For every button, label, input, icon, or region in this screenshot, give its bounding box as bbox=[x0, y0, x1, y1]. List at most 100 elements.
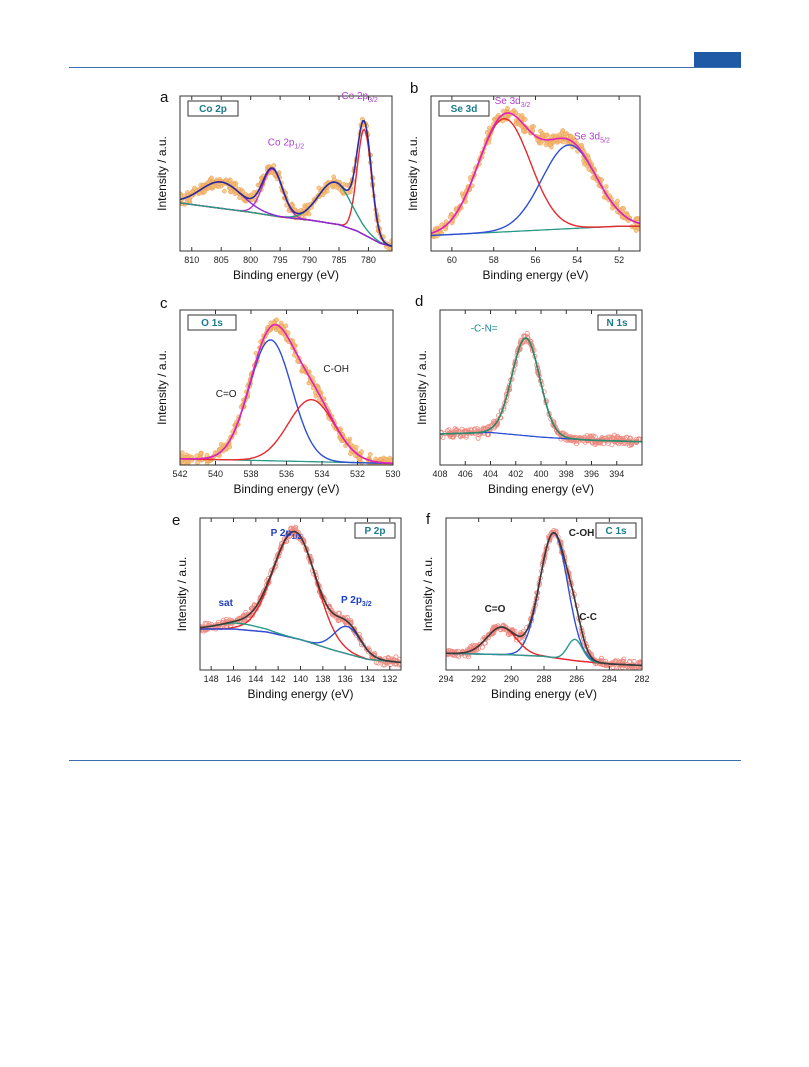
data-point bbox=[475, 435, 481, 441]
data-point bbox=[522, 117, 528, 122]
header-rule bbox=[69, 67, 741, 68]
element-box bbox=[187, 100, 239, 117]
x-tick-label: 288 bbox=[536, 674, 551, 684]
data-point bbox=[615, 198, 620, 204]
data-point bbox=[524, 330, 530, 336]
element-box bbox=[354, 522, 396, 539]
data-point bbox=[592, 441, 598, 447]
data-point bbox=[556, 430, 562, 436]
data-point bbox=[486, 632, 492, 638]
panel-label: d bbox=[415, 293, 423, 310]
y-axis-title: Intensity / a.u. bbox=[155, 350, 169, 425]
fit-envelope bbox=[431, 112, 640, 235]
element-box bbox=[438, 100, 490, 117]
data-point bbox=[491, 418, 497, 424]
x-tick-label: 284 bbox=[602, 674, 617, 684]
data-point bbox=[563, 131, 568, 137]
x-tick-label: 408 bbox=[432, 469, 447, 479]
fit-peak-3 bbox=[200, 622, 401, 664]
panel-c: 542 540 538 536 534 532 530 Binding energy (eV)… bbox=[155, 295, 401, 496]
x-axis-title: Binding energy (eV) bbox=[247, 687, 353, 701]
data-point bbox=[210, 184, 216, 190]
panel-d: 408 406 404 402 400 398 396 394 Binding energy (… bbox=[415, 293, 643, 496]
data-point bbox=[180, 450, 185, 456]
data-point bbox=[479, 644, 485, 650]
peak-annotation: Co 2p3/2 bbox=[341, 91, 378, 104]
fit-envelope bbox=[200, 530, 401, 664]
data-point bbox=[274, 317, 280, 323]
x-tick-label: 396 bbox=[584, 469, 599, 479]
data-point bbox=[635, 215, 640, 221]
y-axis-title: Intensity / a.u. bbox=[421, 557, 435, 632]
peak-annotation: Se 3d5/2 bbox=[574, 131, 610, 144]
fit-envelope bbox=[180, 119, 392, 247]
data-point bbox=[538, 140, 543, 146]
x-tick-label: 404 bbox=[483, 469, 498, 479]
x-axis: 60 58 56 54 52 bbox=[447, 96, 624, 265]
data-point bbox=[192, 185, 197, 191]
element-label: Se 3d bbox=[451, 104, 478, 115]
fit-peak-2 bbox=[431, 144, 640, 237]
header-accent-tab bbox=[694, 52, 741, 67]
x-tick-label: 58 bbox=[489, 255, 499, 265]
data-point bbox=[483, 635, 489, 641]
x-tick-label: 290 bbox=[504, 674, 519, 684]
x-tick-label: 286 bbox=[569, 674, 584, 684]
data-point bbox=[560, 128, 566, 133]
x-tick-label: 795 bbox=[273, 255, 288, 265]
x-tick-label: 292 bbox=[471, 674, 486, 684]
data-point bbox=[589, 433, 595, 439]
x-tick-label: 134 bbox=[360, 674, 375, 684]
x-tick-label: 144 bbox=[248, 674, 263, 684]
data-point bbox=[341, 181, 347, 187]
x-axis: 294 292 290 288 286 284 282 bbox=[438, 518, 650, 684]
data-point bbox=[547, 142, 553, 148]
fit-envelope bbox=[180, 323, 393, 465]
fit-envelope bbox=[446, 531, 642, 667]
x-tick-label: 540 bbox=[208, 469, 223, 479]
fit-envelope bbox=[440, 337, 642, 443]
data-point bbox=[202, 620, 208, 626]
data-point bbox=[615, 433, 621, 439]
peak-annotation: Co 2p1/2 bbox=[268, 138, 305, 151]
data-point bbox=[292, 526, 298, 532]
data-point bbox=[332, 612, 338, 618]
x-tick-label: 398 bbox=[559, 469, 574, 479]
data-point bbox=[334, 184, 339, 190]
peak-annotation: C-C bbox=[579, 612, 597, 623]
data-point bbox=[608, 437, 614, 443]
data-point bbox=[331, 174, 337, 180]
element-label: N 1s bbox=[606, 318, 628, 329]
x-tick-label: 532 bbox=[350, 469, 365, 479]
data-point bbox=[473, 645, 479, 651]
data-point bbox=[271, 163, 277, 168]
data-points bbox=[431, 106, 640, 240]
x-tick-label: 136 bbox=[338, 674, 353, 684]
x-tick-label: 138 bbox=[315, 674, 330, 684]
data-point bbox=[245, 617, 251, 623]
x-tick-label: 294 bbox=[438, 674, 453, 684]
data-point bbox=[472, 427, 478, 433]
panel-e: 148 146 144 142 140 138 136 134 132 Binding energ… bbox=[172, 512, 402, 701]
data-point bbox=[353, 444, 359, 450]
data-point bbox=[359, 449, 364, 455]
element-label: O 1s bbox=[201, 318, 223, 329]
element-label: Co 2p bbox=[199, 104, 227, 115]
data-point bbox=[344, 614, 350, 620]
data-point bbox=[348, 451, 353, 457]
x-tick-label: 400 bbox=[533, 469, 548, 479]
x-tick-label: 530 bbox=[385, 469, 400, 479]
data-point bbox=[626, 663, 632, 669]
data-point bbox=[610, 664, 616, 670]
data-point bbox=[590, 175, 596, 181]
data-point bbox=[463, 434, 469, 440]
x-tick-label: 536 bbox=[279, 469, 294, 479]
data-point bbox=[518, 115, 524, 121]
data-point bbox=[629, 442, 635, 448]
data-point bbox=[278, 320, 284, 326]
data-point bbox=[294, 530, 300, 536]
data-point bbox=[276, 327, 281, 333]
data-point bbox=[568, 133, 573, 139]
data-point bbox=[434, 225, 440, 231]
panel-b: 60 58 56 54 52 Binding energy (eV) Intensity /… bbox=[406, 80, 641, 282]
